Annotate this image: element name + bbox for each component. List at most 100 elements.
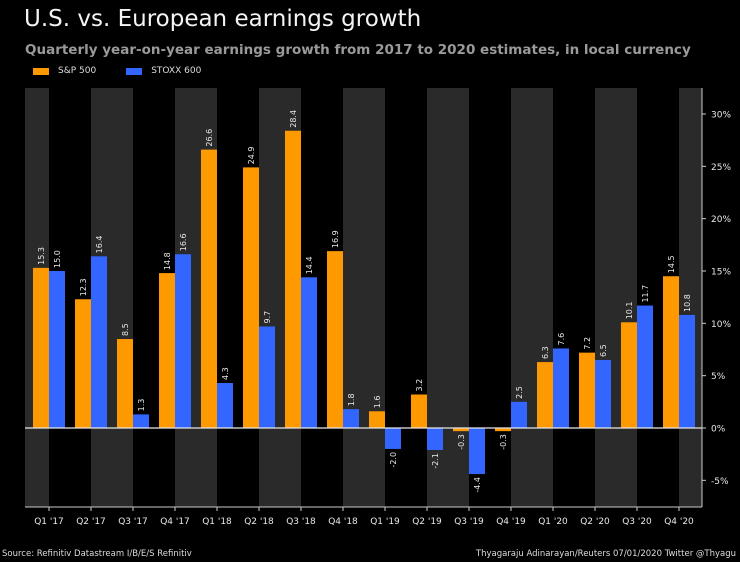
data-label: 8.5: [121, 323, 130, 336]
data-label: 11.7: [641, 285, 650, 303]
x-tick-label: Q1 '17: [34, 517, 64, 527]
data-label: 1.6: [373, 396, 382, 409]
bar-stoxx600: [679, 314, 695, 428]
x-tick-label: Q2 '17: [76, 517, 106, 527]
background-band: [343, 88, 385, 507]
x-tick-label: Q2 '20: [580, 517, 610, 527]
y-tick-label: 5%: [711, 372, 726, 382]
bar-sp500: [201, 149, 217, 428]
bar-sp500: [537, 362, 553, 428]
data-label: 9.7: [263, 311, 272, 324]
data-label: 2.5: [515, 386, 524, 399]
data-label: 24.9: [247, 147, 256, 165]
bar-sp500: [579, 352, 595, 428]
bar-sp500: [117, 339, 133, 428]
data-label: 16.4: [95, 236, 104, 254]
bar-sp500: [159, 273, 175, 428]
bar-sp500: [243, 167, 259, 428]
bar-stoxx600: [511, 401, 527, 428]
bar-sp500: [495, 428, 511, 432]
bar-stoxx600: [469, 428, 485, 475]
bar-sp500: [411, 394, 427, 428]
bar-sp500: [621, 322, 637, 428]
bar-stoxx600: [217, 382, 233, 428]
data-label: 7.6: [557, 333, 566, 346]
data-label: 15.3: [37, 247, 46, 265]
bar-stoxx600: [49, 271, 65, 428]
legend-swatch-sp500: [33, 67, 49, 75]
x-tick-label: Q4 '20: [664, 517, 694, 527]
bar-sp500: [327, 251, 343, 428]
data-label: 28.4: [289, 110, 298, 128]
data-label: 1.8: [347, 393, 356, 406]
x-tick-label: Q3 '20: [622, 517, 652, 527]
data-label: 14.8: [163, 252, 172, 270]
data-label: 26.6: [205, 129, 214, 147]
bar-stoxx600: [343, 409, 359, 428]
bar-stoxx600: [553, 348, 569, 428]
bar-stoxx600: [175, 254, 191, 428]
data-label: 1.3: [137, 399, 146, 412]
y-tick-label: 10%: [711, 320, 731, 330]
bar-sp500: [33, 267, 49, 428]
bar-stoxx600: [637, 305, 653, 428]
x-tick-label: Q3 '19: [454, 517, 484, 527]
data-label: 6.3: [541, 346, 550, 359]
chart-subtitle: Quarterly year-on-year earnings growth f…: [25, 42, 691, 58]
bar-stoxx600: [301, 277, 317, 428]
data-label: -0.3: [499, 434, 508, 450]
data-label: 3.2: [415, 379, 424, 392]
background-band: [511, 88, 553, 507]
y-tick-label: 20%: [711, 215, 731, 225]
bar-sp500: [369, 411, 385, 428]
background-band: [595, 88, 637, 507]
data-label: -2.1: [431, 453, 440, 469]
bar-sp500: [285, 130, 301, 428]
data-label: 16.6: [179, 233, 188, 251]
bar-stoxx600: [385, 428, 401, 449]
legend-item-sp500: S&P 500: [33, 66, 96, 76]
data-label: 14.4: [305, 256, 314, 274]
legend-label-sp500: S&P 500: [58, 66, 97, 76]
x-tick-label: Q4 '17: [160, 517, 190, 527]
data-label: 14.5: [667, 255, 676, 273]
data-label: 16.9: [331, 230, 340, 248]
x-tick-label: Q2 '19: [412, 517, 442, 527]
bar-sp500: [75, 299, 91, 428]
data-label: 12.3: [79, 278, 88, 296]
source-note: Source: Refinitiv Datastream I/B/E/S Ref…: [2, 549, 192, 559]
legend-item-stoxx600: STOXX 600: [126, 66, 201, 76]
data-label: 10.1: [625, 301, 634, 319]
data-label: -0.3: [457, 434, 466, 450]
x-tick-label: Q2 '18: [244, 517, 274, 527]
chart-title: U.S. vs. European earnings growth: [24, 6, 422, 32]
data-label: 7.2: [583, 337, 592, 350]
y-tick-label: -5%: [711, 477, 729, 487]
bar-stoxx600: [259, 326, 275, 428]
x-tick-label: Q4 '19: [496, 517, 526, 527]
x-tick-label: Q4 '18: [328, 517, 358, 527]
bar-stoxx600: [133, 414, 149, 428]
bar-sp500: [453, 428, 469, 432]
bar-stoxx600: [595, 359, 611, 428]
y-tick-label: 30%: [711, 111, 731, 121]
legend-swatch-stoxx600: [126, 67, 143, 75]
y-tick-label: 0%: [711, 425, 726, 435]
data-label: -4.4: [473, 477, 482, 493]
bar-stoxx600: [427, 428, 443, 450]
bar-stoxx600: [91, 256, 107, 428]
legend: S&P 500 STOXX 600: [33, 66, 201, 76]
credit-note: Thyagaraju Adinarayan/Reuters 07/01/2020…: [475, 549, 736, 559]
bar-sp500: [663, 276, 679, 428]
x-tick-label: Q3 '18: [286, 517, 316, 527]
x-tick-label: Q1 '18: [202, 517, 232, 527]
x-tick-label: Q1 '20: [538, 517, 568, 527]
x-tick-label: Q1 '19: [370, 517, 400, 527]
data-label: 15.0: [53, 250, 62, 268]
data-label: 6.5: [599, 344, 608, 357]
y-tick-label: 15%: [711, 268, 731, 278]
data-label: 4.3: [221, 367, 230, 380]
x-tick-label: Q3 '17: [118, 517, 148, 527]
data-label: -2.0: [389, 452, 398, 468]
